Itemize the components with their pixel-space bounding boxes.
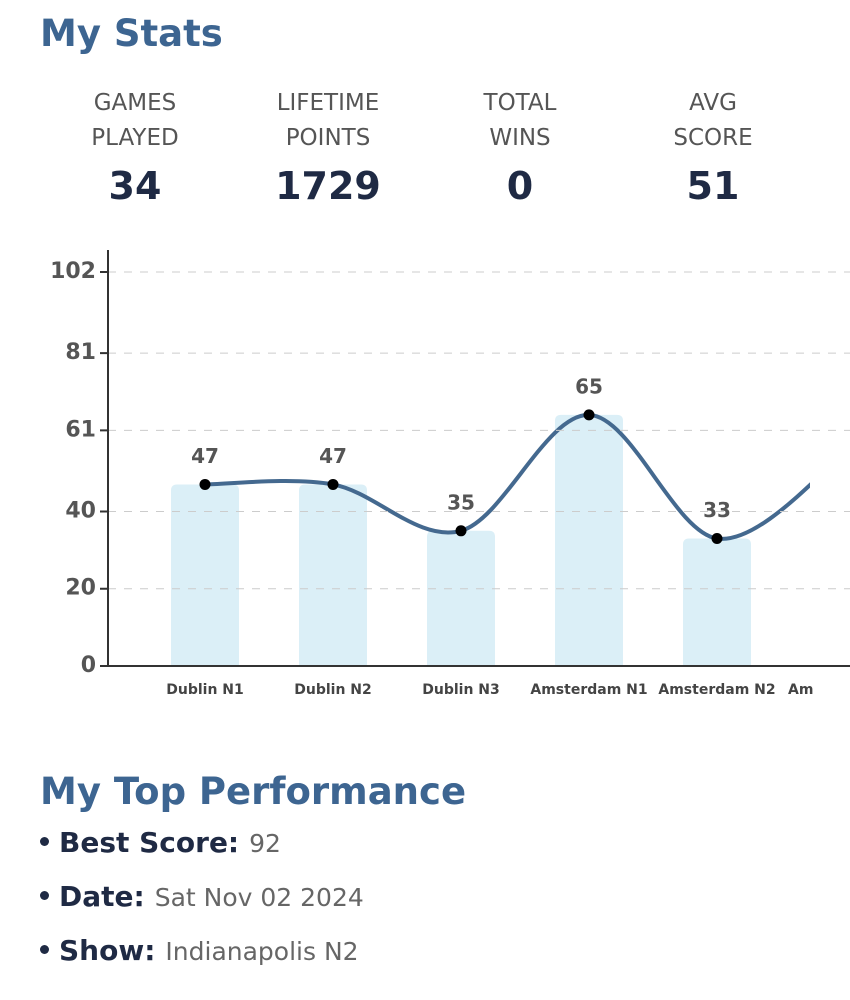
y-tick-label: 102 xyxy=(50,259,96,284)
point xyxy=(711,533,723,545)
y-tick-label: 20 xyxy=(65,576,96,601)
page-title: My Stats xyxy=(40,12,223,55)
item-value: Sat Nov 02 2024 xyxy=(154,883,364,912)
data-label: 55 xyxy=(831,413,850,437)
point xyxy=(455,525,467,537)
bar xyxy=(427,530,495,666)
item-label: Date: xyxy=(59,880,145,913)
item-value: Indianapolis N2 xyxy=(165,937,359,966)
stat-value: 0 xyxy=(506,164,534,208)
y-tick-label: 0 xyxy=(81,653,96,678)
stat: GAMES PLAYED 34 xyxy=(50,86,220,208)
data-label: 35 xyxy=(447,490,475,514)
x-tick-label: Dublin N2 xyxy=(294,682,372,698)
stat-value: 34 xyxy=(108,164,162,208)
bar xyxy=(171,484,239,666)
stat-label: GAMES PLAYED xyxy=(91,90,179,151)
item-label: Best Score: xyxy=(59,826,240,859)
point xyxy=(583,409,595,421)
stat: LIFETIME POINTS 1729 xyxy=(243,86,413,208)
bar xyxy=(683,538,751,666)
y-tick-label: 40 xyxy=(65,498,96,523)
data-label: 47 xyxy=(319,444,347,468)
y-tick-label: 61 xyxy=(65,417,96,442)
data-label: 47 xyxy=(191,444,219,468)
bar xyxy=(555,414,623,666)
stat-value: 51 xyxy=(686,164,740,208)
point xyxy=(840,448,850,459)
bar xyxy=(299,484,367,666)
stat-label: LIFETIME POINTS xyxy=(276,90,380,151)
chart: 47 47 35 65 33 55 0 20 40 61 81 102 Dublin N1 Dublin… xyxy=(50,250,850,698)
point xyxy=(327,478,339,490)
bullet xyxy=(40,891,49,900)
stat-value: 1729 xyxy=(275,164,381,208)
item-value: 92 xyxy=(249,829,281,858)
stat-label: TOTAL WINS xyxy=(483,90,557,151)
x-tick-label: Am xyxy=(788,682,813,698)
y-tick-label: 81 xyxy=(65,340,96,365)
x-tick-label: Amsterdam N1 xyxy=(530,682,647,698)
bullet xyxy=(40,837,49,846)
x-tick-label: Amsterdam N2 xyxy=(658,682,775,698)
point xyxy=(199,478,211,490)
bar xyxy=(811,454,850,666)
list-item: Show: Indianapolis N2 xyxy=(40,934,359,967)
x-tick-label: Dublin N1 xyxy=(166,682,244,698)
item-label: Show: xyxy=(59,934,156,967)
stat: AVG SCORE 51 xyxy=(628,86,798,208)
plot-area: 47 47 35 65 33 55 xyxy=(171,374,850,666)
data-label: 65 xyxy=(575,374,603,398)
x-tick-label: Dublin N3 xyxy=(422,682,500,698)
stat: TOTAL WINS 0 xyxy=(435,86,605,208)
bullet xyxy=(40,945,49,954)
section-title: My Top Performance xyxy=(40,770,467,813)
data-label: 33 xyxy=(703,498,731,522)
stat-label: AVG SCORE xyxy=(673,90,753,151)
list-item: Date: Sat Nov 02 2024 xyxy=(40,880,364,913)
list-item: Best Score: 92 xyxy=(40,826,281,859)
